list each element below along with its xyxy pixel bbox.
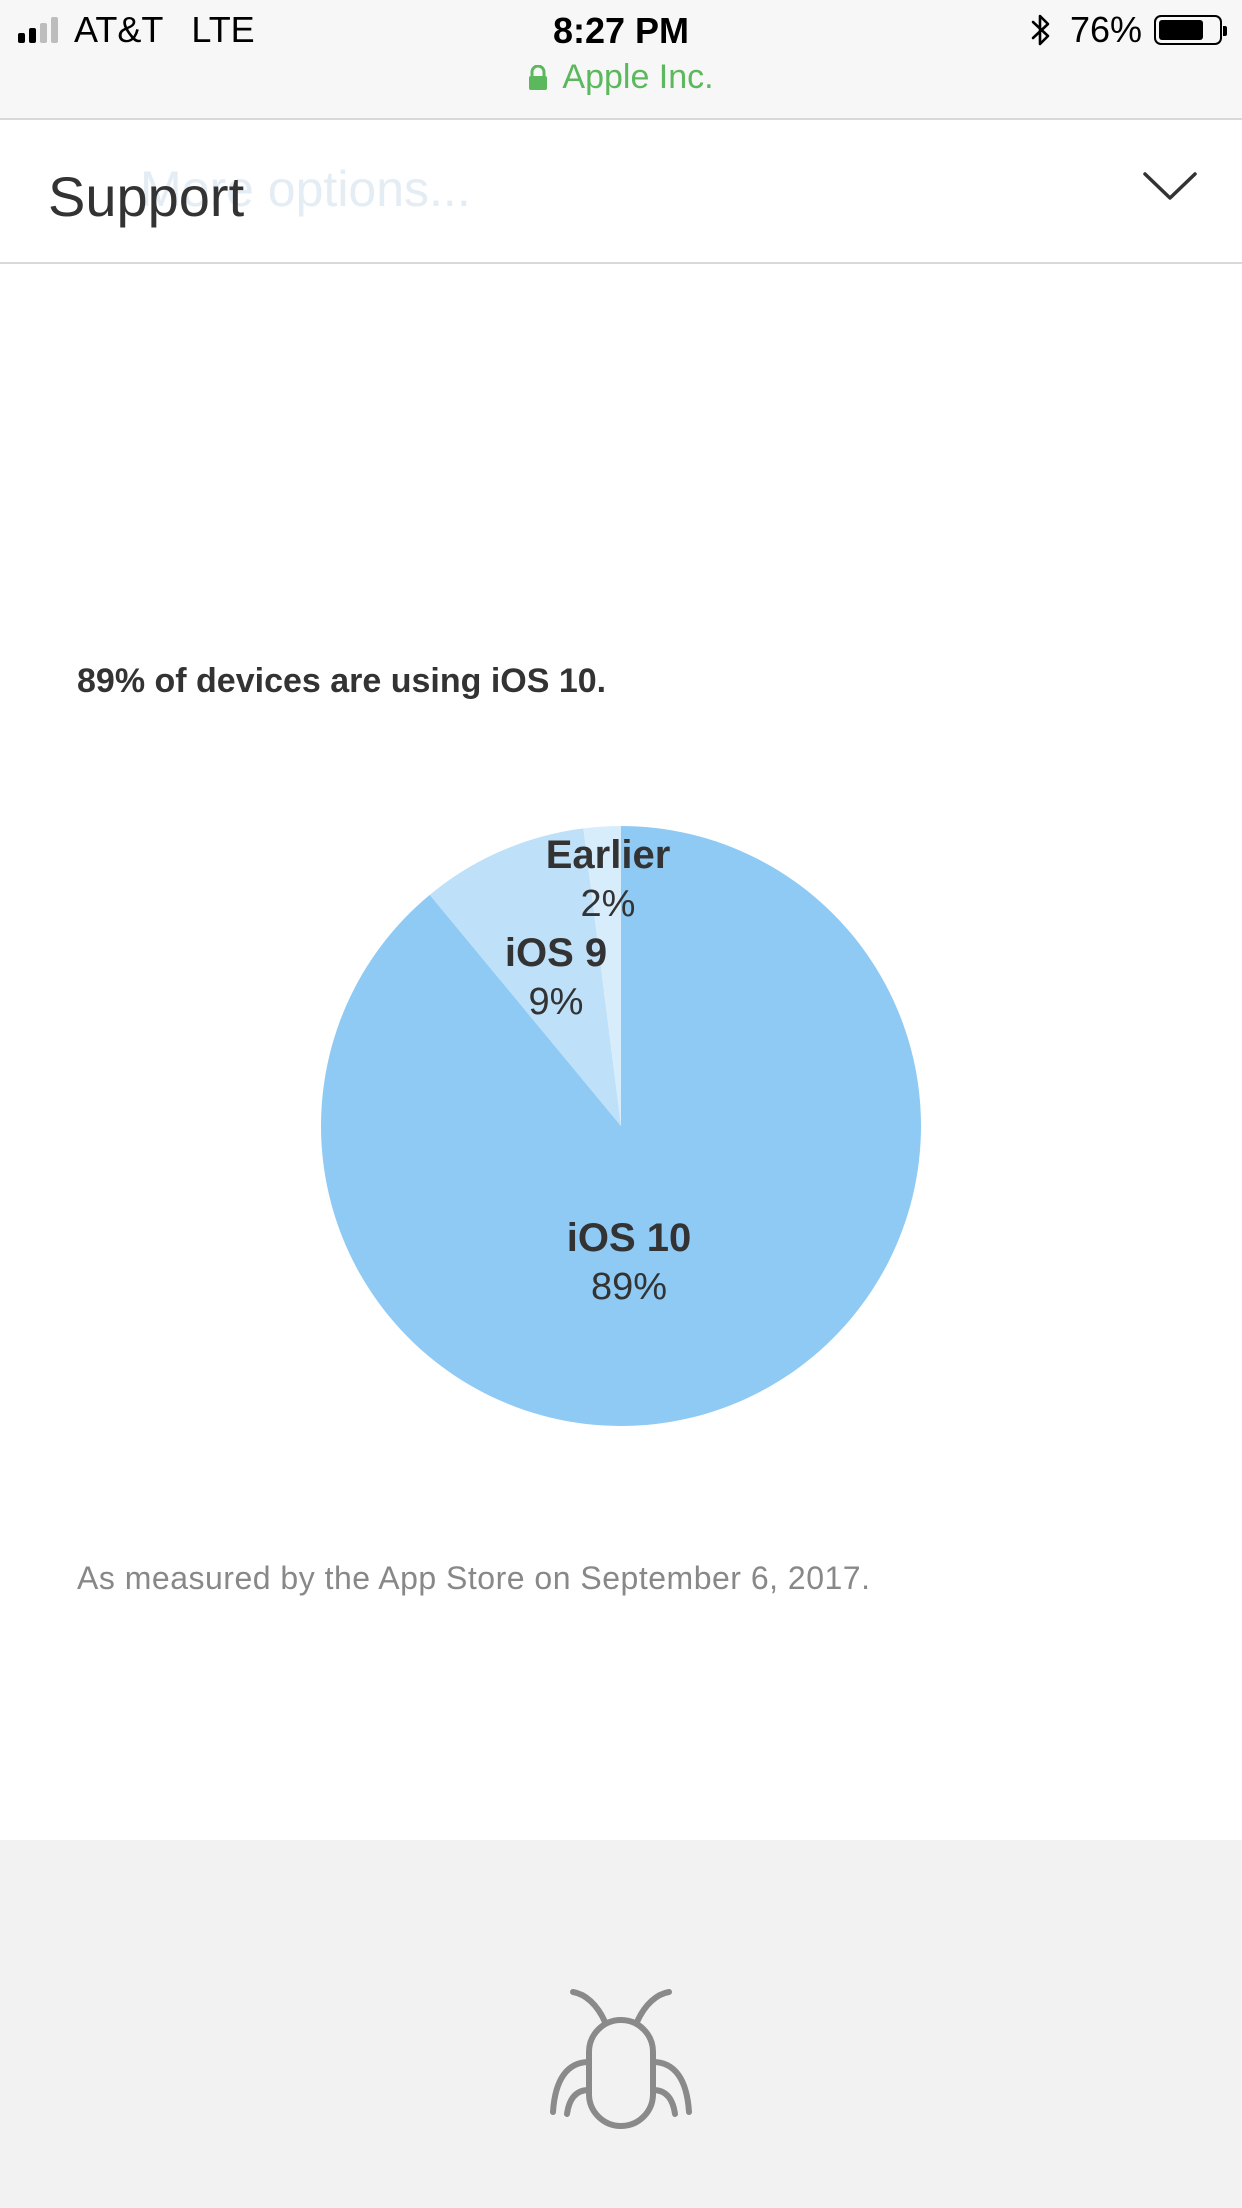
url-bar[interactable]: Apple Inc. xyxy=(0,58,1242,97)
slice-label: Earlier xyxy=(546,833,671,877)
ios-adoption-pie-chart: iOS 10 89% iOS 9 9% Earlier 2% xyxy=(320,826,922,1426)
battery-fill xyxy=(1159,20,1203,40)
status-time: 8:27 PM xyxy=(552,10,690,51)
pie-slice-ios-10 xyxy=(320,826,922,1426)
slice-value-label: 9% xyxy=(529,981,584,1023)
measurement-caption: As measured by the App Store on Septembe… xyxy=(77,1560,871,1596)
more-options-ghost-text: More options... xyxy=(140,161,471,217)
bluetooth-icon xyxy=(1031,14,1050,46)
carrier-name: AT&T xyxy=(74,9,164,50)
slice-value-label: 2% xyxy=(581,883,636,925)
page-title: Support xyxy=(48,165,245,228)
bug-icon[interactable] xyxy=(545,1978,697,2130)
adoption-headline: 89% of devices are using iOS 10. xyxy=(77,662,607,700)
site-name: Apple Inc. xyxy=(562,58,714,96)
slice-label: iOS 10 xyxy=(567,1216,692,1260)
chevron-down-icon[interactable] xyxy=(1142,170,1198,202)
battery-icon xyxy=(1154,15,1227,45)
lock-icon xyxy=(529,64,548,90)
battery-percent: 76% xyxy=(1069,9,1142,50)
signal-strength-icon xyxy=(18,17,58,43)
status-left: AT&T LTE xyxy=(18,9,255,50)
status-bar: AT&T LTE 8:27 PM 76% Apple Inc. xyxy=(0,0,1242,120)
network-type: LTE xyxy=(191,9,255,50)
slice-value-label: 89% xyxy=(591,1266,667,1308)
battery-cap xyxy=(1223,26,1227,36)
page-header: More options... Support xyxy=(0,120,1242,264)
pie-slice-ios-9 xyxy=(429,828,621,1126)
slice-label: iOS 9 xyxy=(505,931,607,975)
pie-slice-earlier xyxy=(583,826,621,1126)
status-right: 76% xyxy=(1030,9,1227,50)
footer xyxy=(0,1840,1242,2208)
